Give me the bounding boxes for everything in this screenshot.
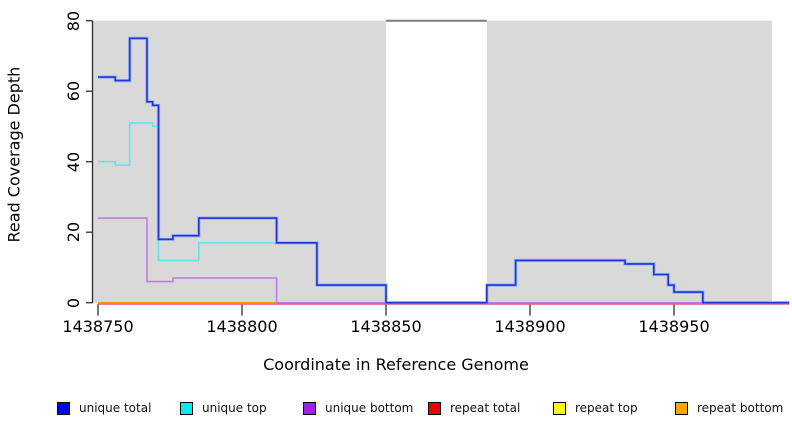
legend-label: unique total <box>79 401 152 415</box>
y-tick-label: 40 <box>64 151 83 172</box>
series-unique-bottom <box>98 217 790 304</box>
legend-label: unique bottom <box>325 401 414 415</box>
legend-label: repeat bottom <box>697 401 784 415</box>
legend-item-repeat-top: repeat top <box>553 399 638 417</box>
x-axis-title: Coordinate in Reference Genome <box>263 355 529 374</box>
series-unique-total <box>98 37 790 304</box>
y-tick-label: 0 <box>64 297 83 308</box>
x-tick-label: 1438850 <box>350 317 422 336</box>
legend-swatch-icon <box>553 401 566 415</box>
y-tick-label: 60 <box>64 81 83 102</box>
legend-swatch-icon <box>428 401 441 415</box>
legend-label: repeat total <box>450 401 521 415</box>
y-tick-label: 80 <box>64 10 83 31</box>
unique-region-left <box>93 20 386 303</box>
legend-item-repeat-bottom: repeat bottom <box>675 399 783 417</box>
legend-label: unique top <box>202 401 267 415</box>
legend-item-unique-total: unique total <box>57 399 151 417</box>
legend-swatch-icon <box>675 401 688 415</box>
legend-swatch-icon <box>303 401 316 415</box>
x-tick-label: 1438900 <box>494 317 566 336</box>
legend: unique total unique top unique bottom repea… <box>0 399 792 421</box>
unique-region-right <box>486 20 772 303</box>
y-tick-label: 20 <box>64 222 83 243</box>
legend-swatch-icon <box>180 401 193 415</box>
legend-swatch-icon <box>57 401 70 415</box>
x-tick-label: 1438950 <box>638 317 710 336</box>
legend-label: repeat top <box>575 401 638 415</box>
y-axis-title: Read Coverage Depth <box>4 66 24 243</box>
legend-item-repeat-total: repeat total <box>428 399 520 417</box>
legend-item-unique-top: unique top <box>180 399 267 417</box>
x-tick-label: 1438800 <box>206 317 278 336</box>
x-tick-label: 1438750 <box>62 317 134 336</box>
legend-item-unique-bottom: unique bottom <box>303 399 413 417</box>
